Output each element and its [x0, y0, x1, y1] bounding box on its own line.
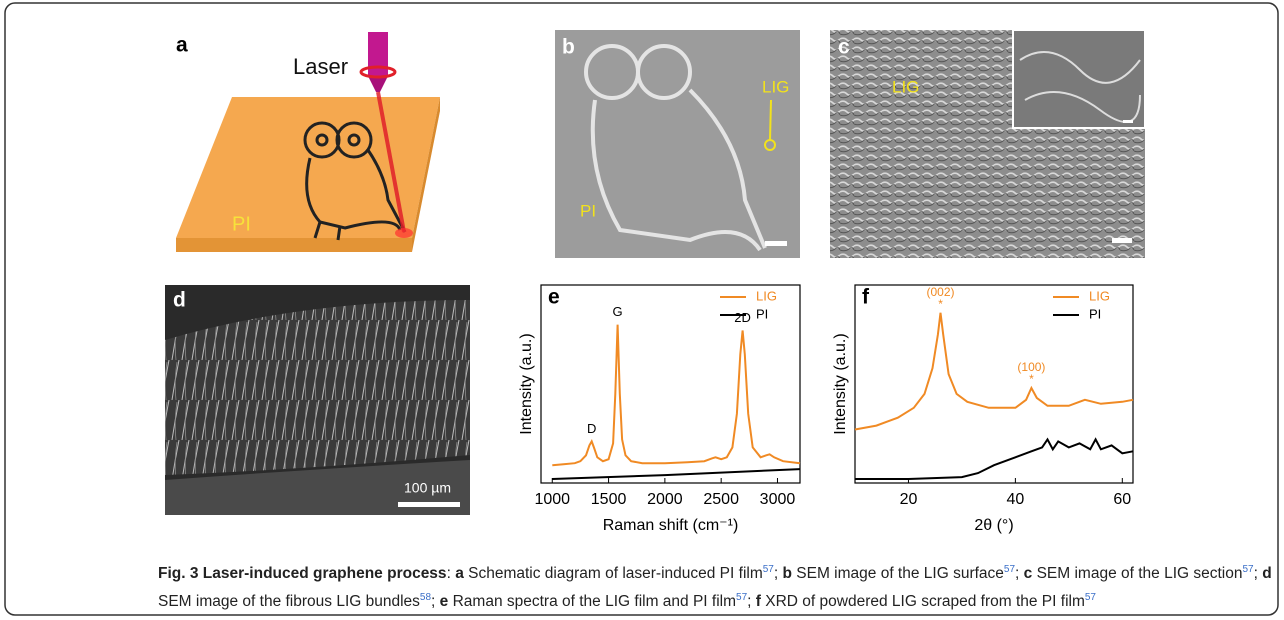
- x-tick-label: 40: [1006, 491, 1024, 508]
- scale-bar: [1112, 238, 1132, 243]
- annotation: (100): [1017, 360, 1045, 374]
- legend-label: LIG: [1089, 288, 1110, 303]
- caption-ref: 57: [763, 564, 774, 575]
- caption-text: Schematic diagram of laser-induced PI fi…: [464, 565, 763, 582]
- panel-b: b LIG PI: [555, 30, 800, 258]
- caption-text: Raman spectra of the LIG film and PI fil…: [448, 593, 736, 610]
- y-axis-label: Intensity (a.u.): [518, 333, 535, 434]
- x-tick-label: 20: [900, 491, 918, 508]
- x-tick-label: 1000: [534, 491, 570, 508]
- caption-ref: 57: [1004, 564, 1015, 575]
- legend-label: PI: [756, 306, 768, 321]
- caption-letter: c: [1024, 565, 1033, 582]
- scale-bar: [765, 241, 787, 246]
- series-line: [552, 469, 800, 479]
- laser-head: [368, 32, 388, 76]
- legend-label: PI: [1089, 306, 1101, 321]
- legend-label: LIG: [756, 288, 777, 303]
- panel-a: a Laser PI: [176, 32, 440, 252]
- caption-separator: ;: [747, 593, 756, 610]
- panel-label: e: [548, 286, 560, 309]
- caption-ref: 58: [420, 592, 431, 603]
- x-tick-label: 2000: [647, 491, 683, 508]
- scale-bar: [398, 502, 460, 507]
- panel-d: d 100 µm: [165, 285, 470, 515]
- pattern-label: LIG: [762, 77, 789, 96]
- scale-bar-label: 100 µm: [404, 480, 451, 496]
- caption-letter: b: [783, 565, 792, 582]
- inset-scale-bar: [1123, 120, 1133, 123]
- laser-label: Laser: [293, 54, 348, 79]
- annotation: (002): [927, 285, 955, 299]
- y-axis-label: Intensity (a.u.): [832, 333, 849, 434]
- pattern-label: LIG: [892, 77, 919, 96]
- panel-c: c LIG: [830, 30, 1145, 258]
- x-axis-label: 2θ (°): [974, 517, 1013, 534]
- figure: a Laser PI b LIG PI c LIG d 100 µm: [0, 0, 1284, 620]
- caption-title: Fig. 3 Laser-induced graphene process: [158, 565, 447, 582]
- inset: [1013, 30, 1145, 128]
- caption-text: SEM image of the fibrous LIG bundles: [158, 593, 420, 610]
- series-line: [552, 325, 800, 466]
- panel-label: d: [173, 289, 186, 312]
- laser-spot: [395, 228, 413, 238]
- panel-label: f: [862, 286, 870, 309]
- panel-label: a: [176, 34, 188, 57]
- caption-ref: 57: [1085, 592, 1096, 603]
- caption-text: SEM image of the LIG section: [1032, 565, 1242, 582]
- caption-separator: ;: [774, 565, 783, 582]
- caption-separator: :: [447, 565, 451, 582]
- series-line: [855, 313, 1133, 430]
- annotation: 2D: [734, 310, 751, 325]
- caption-ref: 57: [1243, 564, 1254, 575]
- annotation-marker: *: [938, 297, 943, 311]
- x-tick-label: 60: [1113, 491, 1131, 508]
- substrate-label: PI: [232, 213, 251, 235]
- annotation-marker: *: [1029, 372, 1034, 386]
- panel-label: b: [562, 36, 575, 59]
- page: a Laser PI b LIG PI c LIG d 100 µm: [0, 0, 1284, 620]
- slab-front: [176, 238, 412, 252]
- caption-separator: ;: [1015, 565, 1024, 582]
- annotation: D: [587, 421, 596, 436]
- caption-letter: e: [440, 593, 449, 610]
- x-axis-label: Raman shift (cm⁻¹): [603, 517, 739, 534]
- caption-separator: ;: [1254, 565, 1263, 582]
- caption-ref: 57: [736, 592, 747, 603]
- pointer: [770, 100, 771, 140]
- caption-letter: a: [455, 565, 464, 582]
- panel-label: c: [838, 36, 850, 59]
- series-line: [855, 439, 1133, 479]
- x-tick-label: 1500: [591, 491, 627, 508]
- caption-text: XRD of powdered LIG scraped from the PI …: [761, 593, 1085, 610]
- caption-letter: d: [1262, 565, 1271, 582]
- caption-separator: ;: [431, 593, 440, 610]
- caption-text: SEM image of the LIG surface: [792, 565, 1004, 582]
- annotation: G: [613, 304, 623, 319]
- caption: Fig. 3 Laser-induced graphene process: a…: [158, 558, 1276, 614]
- x-tick-label: 2500: [703, 491, 739, 508]
- x-tick-label: 3000: [760, 491, 796, 508]
- substrate-label: PI: [580, 201, 596, 220]
